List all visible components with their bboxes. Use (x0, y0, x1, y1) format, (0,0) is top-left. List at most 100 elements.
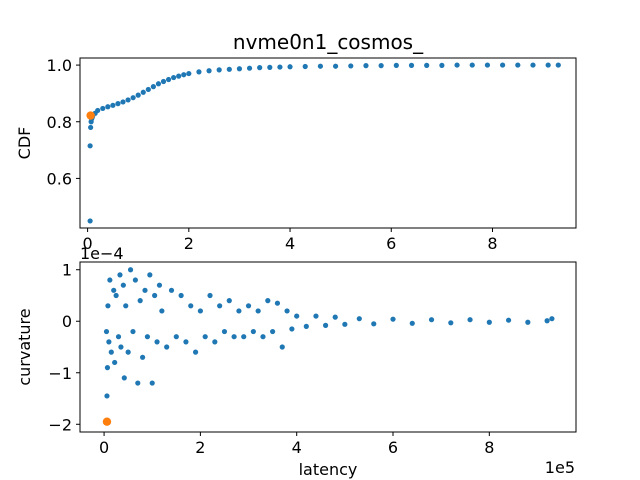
curvature-data-point (549, 316, 555, 322)
curvature-x-tick-label: 6 (388, 438, 398, 457)
cdf-data-point (155, 81, 162, 87)
curvature-data-point (130, 328, 136, 335)
curvature-data-point (192, 349, 199, 355)
curvature-data-point (289, 326, 295, 332)
curvature-data-point (159, 308, 165, 314)
cdf-data-point (424, 62, 430, 68)
cdf-data-point (226, 66, 232, 72)
latency-axis-multiplier: 1e5 (545, 458, 575, 477)
curvature-axis-multiplier: 1e−4 (80, 244, 124, 263)
curvature-data-point (111, 287, 117, 293)
cdf-data-point (302, 63, 308, 70)
cdf-panel: 0 2 4 6 8 0.6 0.8 1.0 CDF (15, 56, 577, 253)
curvature-data-point (525, 319, 531, 325)
cdf-data-point (115, 101, 121, 107)
curvature-data-point (104, 365, 111, 371)
curvature-data-point (226, 298, 232, 304)
curvature-data-point (168, 287, 175, 293)
curvature-data-point (125, 349, 131, 355)
curvature-data-point (212, 339, 218, 345)
curvature-data-point (123, 303, 129, 309)
curvature-data-point (544, 318, 550, 324)
curvature-data-point (113, 292, 119, 299)
cdf-data-point (186, 70, 192, 77)
curvature-data-point (390, 316, 396, 322)
curvature-data-point (241, 334, 247, 340)
curvature-y-axis-label: curvature (15, 308, 34, 385)
curvature-data-point (217, 303, 223, 309)
cdf-data-point (348, 63, 354, 69)
cdf-y-tick-label: 0.8 (47, 113, 72, 132)
cdf-data-point (206, 68, 212, 74)
curvature-x-axis-label: latency (299, 460, 358, 479)
curvature-data-point (147, 272, 153, 278)
cdf-data-point (150, 84, 156, 90)
curvature-data-point (303, 323, 309, 329)
cdf-y-tick-label: 0.6 (47, 169, 72, 188)
curvature-data-point (197, 308, 203, 314)
curvature-data-point (144, 334, 151, 340)
curvature-data-point (356, 316, 362, 322)
cdf-x-tick-label: 2 (184, 234, 194, 253)
curvature-data-point (409, 320, 415, 326)
cdf-data-point (87, 143, 93, 149)
cdf-data-point (176, 73, 182, 79)
curvature-data-point (371, 321, 377, 327)
curvature-data-point (156, 282, 163, 288)
cdf-data-point (196, 69, 202, 75)
curvature-data-point (105, 303, 111, 309)
curvature-data-point (342, 321, 348, 327)
curvature-data-point (428, 317, 435, 323)
cdf-x-tick-label: 6 (386, 234, 396, 253)
cdf-data-point (363, 63, 369, 69)
cdf-data-point (140, 89, 146, 95)
curvature-data-point (274, 300, 281, 306)
curvature-data-point (284, 308, 290, 314)
curvature-data-point (142, 287, 148, 293)
curvature-axes-frame (79, 261, 577, 433)
cdf-data-point (125, 97, 131, 103)
curvature-data-point (121, 375, 127, 381)
curvature-data-point (149, 380, 155, 386)
cdf-x-tick-label: 4 (285, 234, 295, 253)
curvature-data-point (332, 314, 338, 320)
cdf-highlight-point (86, 111, 95, 120)
cdf-data-point (484, 62, 491, 68)
curvature-data-point (140, 354, 146, 360)
curvature-data-point (104, 393, 110, 399)
curvature-data-point (152, 292, 158, 299)
cdf-data-point (515, 62, 521, 68)
curvature-data-point (313, 313, 319, 319)
cdf-data-point (530, 62, 536, 68)
curvature-data-point (132, 277, 138, 283)
curvature-data-point (118, 344, 124, 350)
curvature-data-point (221, 328, 228, 335)
cdf-data-point (145, 86, 151, 93)
cdf-data-point (317, 63, 324, 69)
curvature-data-point (127, 267, 134, 273)
curvature-data-point (250, 328, 256, 335)
curvature-data-point (135, 380, 141, 386)
cdf-data-point (287, 64, 293, 70)
cdf-data-point (135, 92, 141, 98)
cdf-data-point (555, 62, 561, 68)
curvature-data-point (120, 282, 126, 288)
cdf-data-point (88, 124, 94, 131)
curvature-data-point (112, 359, 118, 366)
cdf-x-tick-label: 8 (487, 234, 497, 253)
chart-title: nvme0n1_cosmos_ (233, 30, 424, 54)
cdf-data-point (110, 102, 116, 108)
curvature-data-point (245, 303, 252, 309)
curvature-highlight-point (102, 417, 112, 426)
cdf-data-point (171, 74, 177, 81)
curvature-data-point (117, 272, 123, 278)
cdf-data-point (160, 78, 167, 85)
cdf-data-point (100, 105, 106, 112)
curvature-panel: 0 2 4 6 8 −2 −1 0 1 curvature latency (15, 261, 577, 479)
curvature-x-tick-label: 2 (195, 438, 205, 457)
cdf-data-point (165, 76, 172, 83)
curvature-data-point (183, 339, 189, 345)
curvature-data-point (448, 320, 454, 326)
cdf-data-point (393, 62, 399, 68)
